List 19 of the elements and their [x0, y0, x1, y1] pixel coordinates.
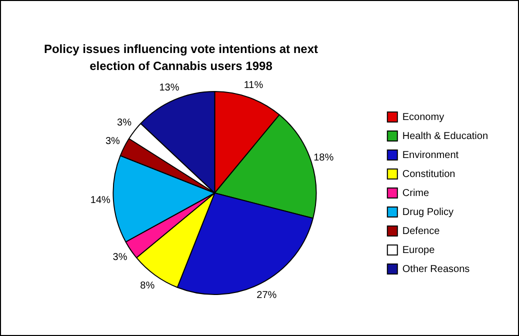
data-label: 13%	[159, 82, 180, 94]
legend-label: Environment	[402, 150, 459, 161]
legend-label: Economy	[402, 112, 444, 123]
data-label: 3%	[105, 136, 120, 147]
data-label: 27%	[256, 290, 277, 301]
chart-title: Policy issues influencing vote intentions at next election of Cannabis users 1998	[42, 41, 320, 75]
data-label: 11%	[244, 80, 264, 92]
data-label: 3%	[112, 252, 128, 264]
legend-label: Health & Education	[402, 130, 488, 142]
data-label: 8%	[140, 280, 155, 292]
data-label: 14%	[90, 194, 111, 206]
legend-label: Constitution	[402, 168, 456, 180]
legend-label: Crime	[402, 188, 430, 199]
legend-label: Europe	[402, 244, 436, 256]
data-label: 3%	[116, 118, 132, 129]
legend-label: Drug Policy	[402, 206, 454, 218]
legend-label: Defence	[402, 226, 440, 237]
legend-label: Other Reasons	[402, 264, 470, 275]
data-label: 18%	[314, 152, 334, 164]
